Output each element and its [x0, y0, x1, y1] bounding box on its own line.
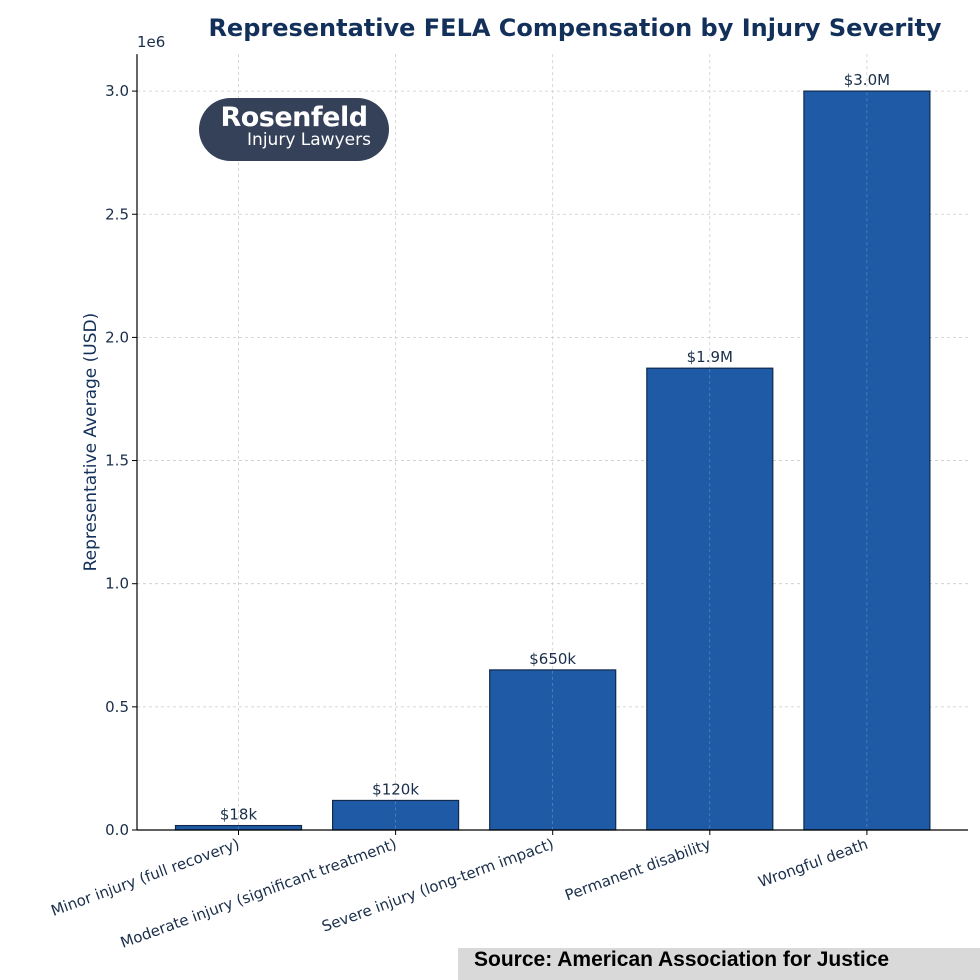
x-tick-label: Permanent disability	[562, 835, 713, 905]
rosenfeld-logo: Rosenfeld Injury Lawyers	[199, 98, 389, 161]
y-tick-label: 0.0	[105, 821, 129, 839]
y-tick-label: 3.0	[105, 82, 129, 100]
y-tick-label: 0.5	[105, 698, 129, 716]
y-tick-label: 1.5	[105, 452, 129, 470]
y-tick-label: 2.0	[105, 328, 129, 346]
source-box: Source: American Association for Justice	[458, 948, 980, 980]
x-tick-label: Wrongful death	[756, 835, 870, 891]
data-label: $650k	[529, 650, 576, 668]
y-tick-label: 1.0	[105, 575, 129, 593]
logo-name: Rosenfeld	[220, 102, 368, 133]
y-offset-label: 1e6	[137, 33, 165, 51]
data-label: $120k	[372, 780, 419, 798]
data-label: $1.9M	[687, 348, 733, 366]
y-tick-label: 2.5	[105, 205, 129, 223]
y-axis-label: Representative Average (USD)	[81, 313, 101, 572]
x-tick-label: Moderate injury (significant treatment)	[118, 835, 399, 952]
source-text: Source: American Association for Justice	[474, 948, 890, 971]
data-label: $3.0M	[844, 71, 890, 89]
logo-tagline: Injury Lawyers	[247, 130, 371, 150]
data-label: $18k	[220, 806, 258, 824]
chart-title: Representative FELA Compensation by Inju…	[208, 14, 942, 42]
